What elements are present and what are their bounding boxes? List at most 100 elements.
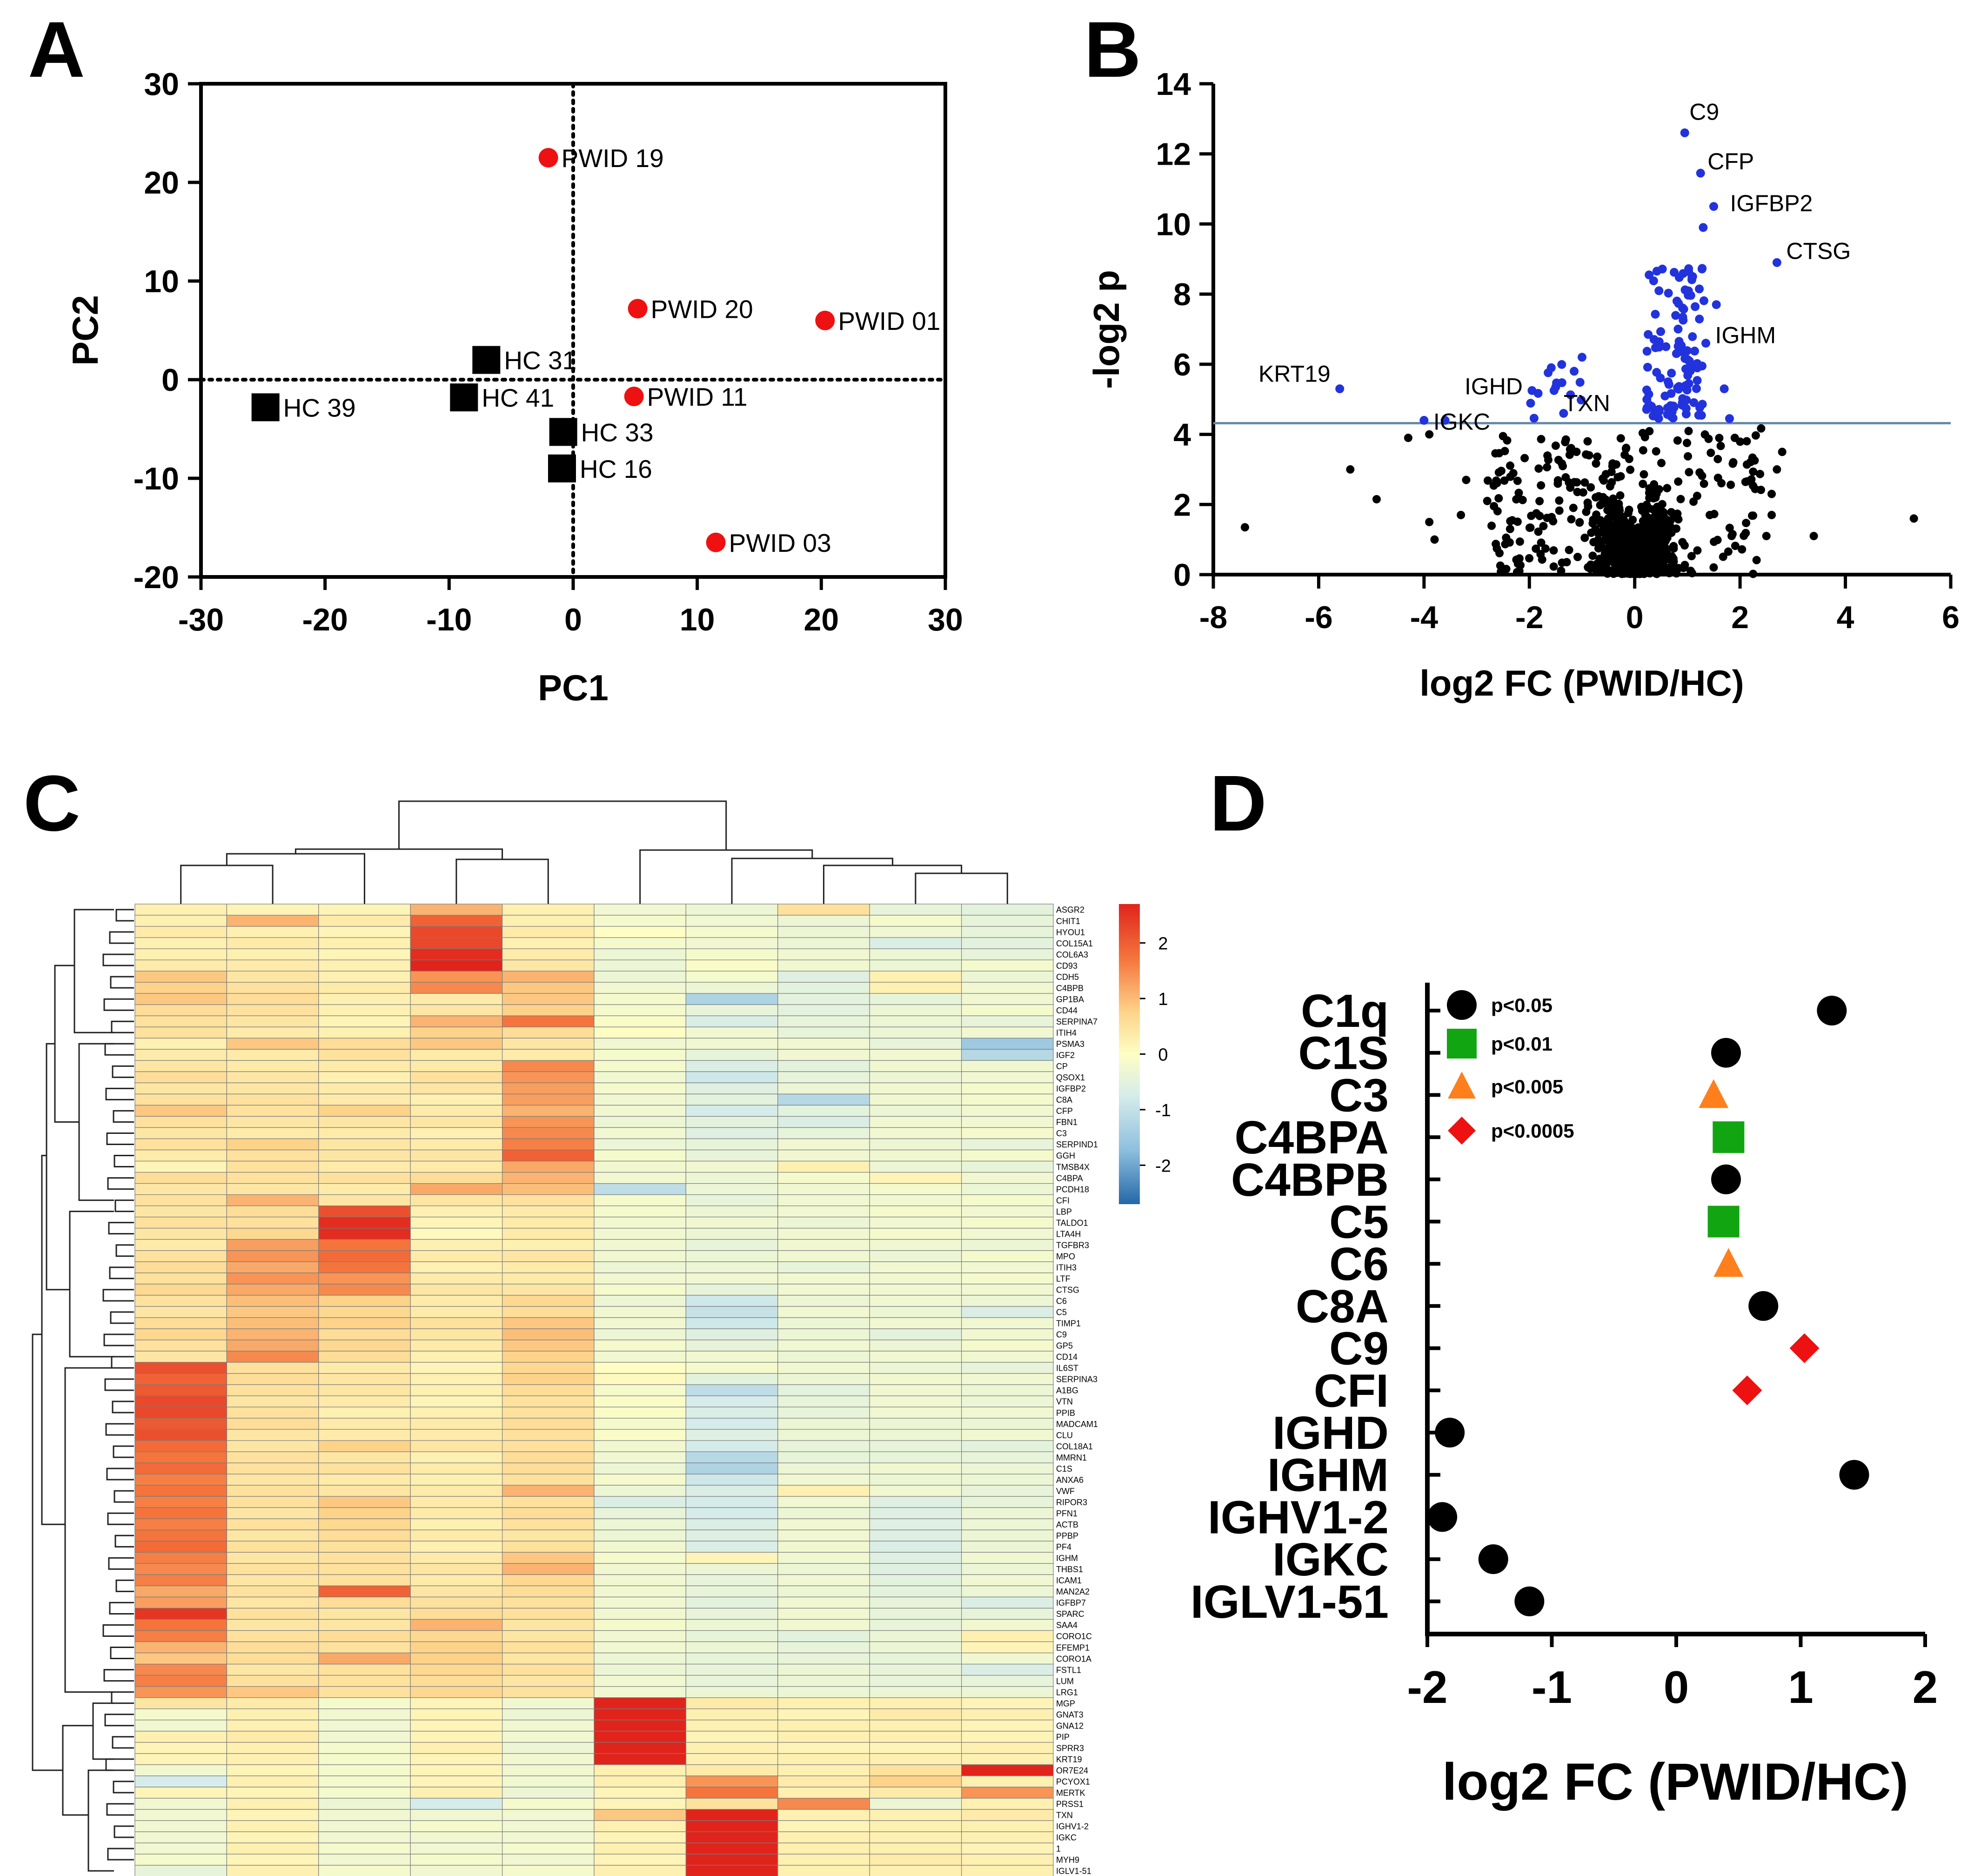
significant-point — [1335, 384, 1345, 394]
row-label: A1BG — [1056, 1386, 1078, 1395]
heatmap-cell — [594, 1865, 686, 1876]
heatmap-cell — [961, 1854, 1054, 1866]
heatmap-cell — [318, 1608, 411, 1620]
dendrogram-link — [107, 1512, 134, 1525]
heatmap-cell — [134, 1273, 227, 1285]
heatmap-cell — [685, 1585, 778, 1598]
heatmap-cell — [134, 1753, 227, 1765]
row-label: CTSG — [1056, 1286, 1079, 1295]
heatmap-cell — [961, 915, 1054, 927]
nonsignificant-point — [1624, 509, 1633, 517]
heatmap-cell — [961, 1686, 1054, 1698]
significant-point — [1661, 342, 1671, 351]
heatmap-cell — [869, 1373, 962, 1385]
heatmap-cell — [685, 1742, 778, 1754]
heatmap-cell — [961, 1172, 1054, 1184]
row-label: ICAM1 — [1056, 1576, 1082, 1585]
heatmap-cell — [502, 1004, 595, 1016]
heatmap-cell — [777, 1462, 870, 1474]
heatmap-cell — [869, 1071, 962, 1083]
heatmap-cell — [134, 1105, 227, 1117]
point-label: HC 41 — [482, 383, 554, 412]
category-label: IGKC — [1272, 1534, 1389, 1586]
significant-point — [1656, 327, 1666, 336]
heatmap-cell — [226, 1384, 319, 1396]
heatmap-cell — [502, 1284, 595, 1296]
y-tick-label: 4 — [1173, 417, 1191, 453]
significant-point — [1689, 398, 1699, 407]
heatmap-cell — [869, 1440, 962, 1452]
nonsignificant-point — [1644, 536, 1653, 545]
nonsignificant-point — [1731, 542, 1740, 550]
heatmap-cell — [226, 1585, 319, 1598]
heatmap-cell — [502, 959, 595, 972]
heatmap-cell — [318, 1842, 411, 1855]
heatmap-cell — [134, 1574, 227, 1587]
heatmap-cell — [226, 1563, 319, 1575]
heatmap-cell — [594, 1093, 686, 1106]
heatmap-cell — [961, 982, 1054, 994]
heatmap-cell — [685, 1708, 778, 1721]
heatmap-cell — [685, 1306, 778, 1318]
heatmap-cell — [410, 1630, 503, 1642]
dendrogram-link — [102, 1624, 134, 1637]
heatmap-cell — [410, 1206, 503, 1218]
heatmap-cell — [777, 1306, 870, 1318]
heatmap-cell — [685, 1652, 778, 1665]
heatmap-cell — [685, 993, 778, 1005]
heatmap-cell — [410, 1507, 503, 1519]
nonsignificant-point — [1587, 529, 1596, 537]
nonsignificant-point — [1500, 476, 1509, 485]
pwid-point — [628, 299, 648, 319]
heatmap-cell — [134, 1071, 227, 1083]
heatmap-cell — [777, 1004, 870, 1016]
category-label: C3 — [1329, 1069, 1389, 1121]
heatmap-cell — [685, 1776, 778, 1788]
heatmap-cell — [961, 1261, 1054, 1273]
heatmap-cell — [410, 1239, 503, 1251]
heatmap-cell — [226, 1854, 319, 1866]
heatmap-cell — [869, 1462, 962, 1474]
heatmap-cell — [961, 1697, 1054, 1709]
heatmap-cell — [318, 1663, 411, 1676]
heatmap-cell — [961, 1340, 1054, 1352]
heatmap-cell — [318, 1306, 411, 1318]
heatmap-cell — [594, 915, 686, 927]
heatmap-cell — [594, 1395, 686, 1407]
heatmap-cell — [410, 1563, 503, 1575]
significant-point — [1642, 385, 1651, 395]
panel-b-xlabel: log2 FC (PWID/HC) — [1419, 663, 1744, 704]
heatmap-cell — [594, 1619, 686, 1631]
heatmap-cell — [318, 1720, 411, 1732]
heatmap-cell — [318, 1284, 411, 1296]
heatmap-cell — [594, 1362, 686, 1374]
nonsignificant-point — [1656, 513, 1665, 522]
heatmap-cell — [410, 1082, 503, 1094]
heatmap-cell — [226, 1250, 319, 1262]
dendrogram-link — [106, 1803, 134, 1816]
heatmap-cell — [961, 1105, 1054, 1117]
heatmap-cell — [502, 1686, 595, 1698]
heatmap-cell — [961, 1328, 1054, 1340]
heatmap-cell — [685, 937, 778, 949]
heatmap-cell — [226, 1317, 319, 1329]
heatmap-cell — [869, 1854, 962, 1866]
heatmap-cell — [685, 1261, 778, 1273]
heatmap-cell — [410, 1585, 503, 1598]
point-label: PWID 11 — [647, 382, 748, 411]
heatmap-cell — [869, 1563, 962, 1575]
category-label: C1q — [1301, 985, 1389, 1037]
dendrogram-link — [114, 1490, 134, 1503]
heatmap-cell — [961, 1183, 1054, 1195]
heatmap-cell — [777, 1854, 870, 1866]
heatmap-cell — [226, 1529, 319, 1541]
heatmap-cell — [961, 1630, 1054, 1642]
heatmap-cell — [318, 1686, 411, 1698]
nonsignificant-point — [1625, 552, 1633, 561]
fc-point-circle — [1711, 1038, 1741, 1068]
heatmap-cell — [318, 1295, 411, 1307]
heatmap-cell — [869, 1697, 962, 1709]
row-label: FSTL1 — [1056, 1665, 1081, 1675]
dendrogram-link — [823, 864, 963, 904]
